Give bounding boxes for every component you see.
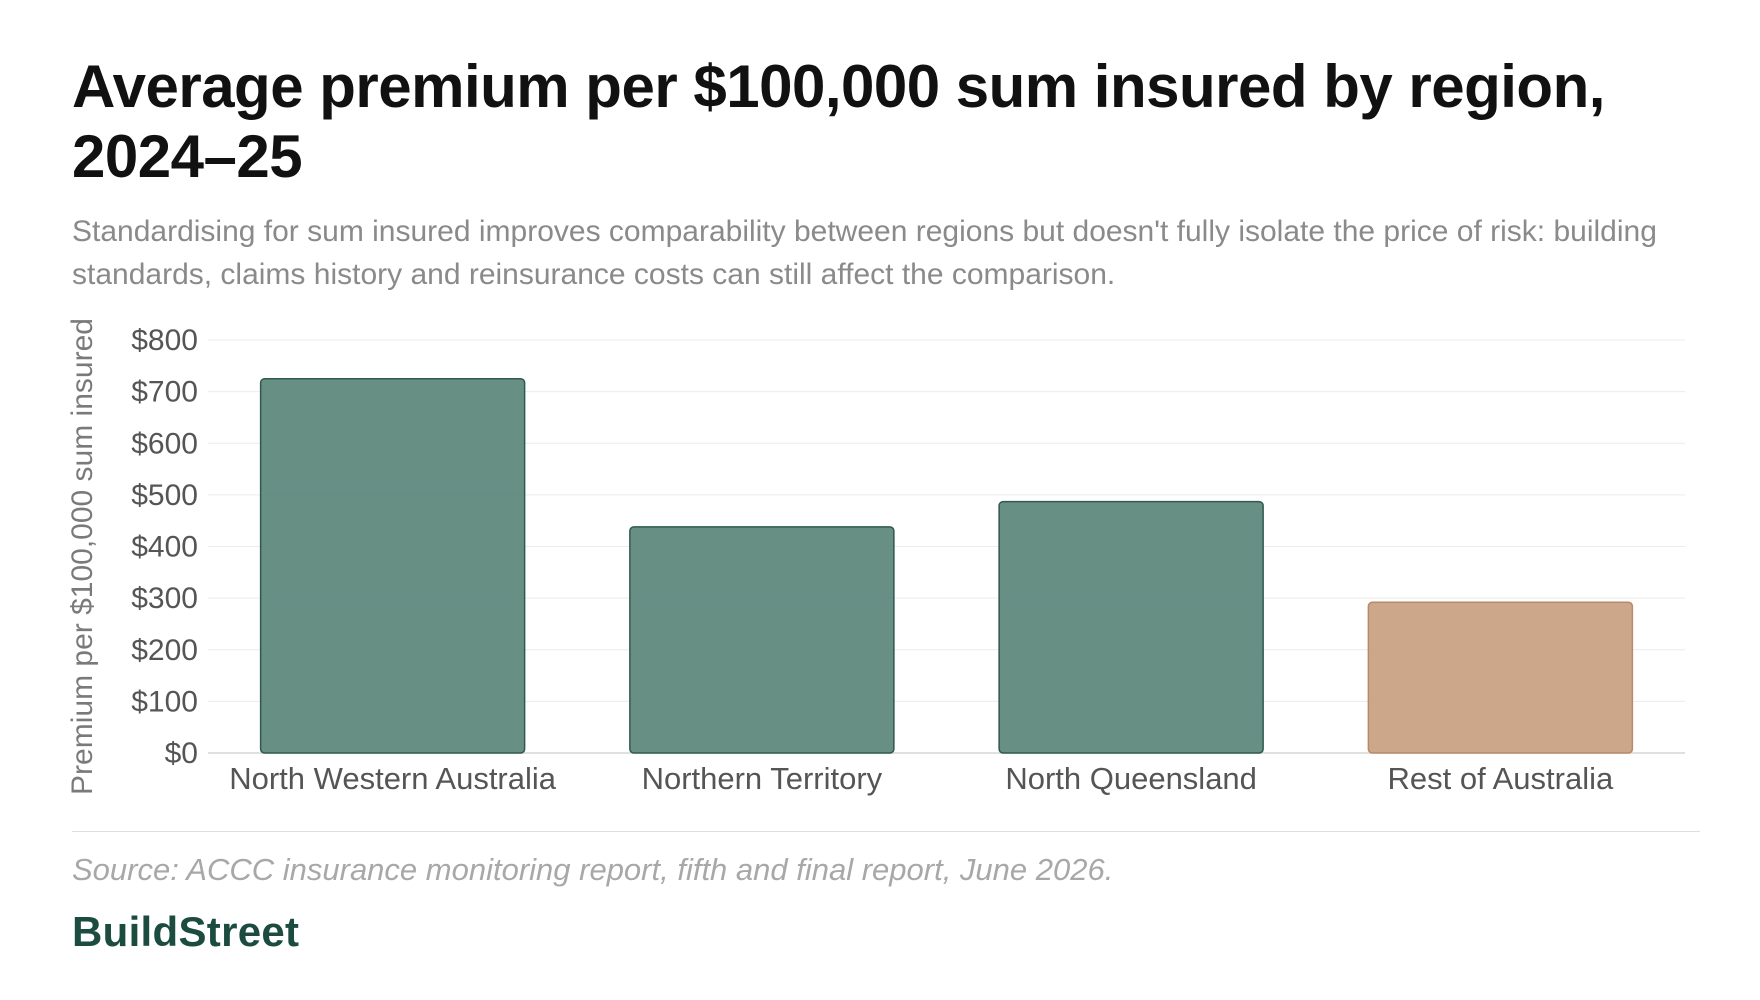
y-tick-label: $800	[131, 324, 198, 357]
bar-rest-of-australia	[1367, 601, 1634, 754]
chart-subtitle: Standardising for sum insured improves c…	[72, 215, 1657, 291]
footer-divider	[72, 831, 1700, 832]
bar-north-queensland	[998, 500, 1264, 754]
y-tick-label: $300	[131, 582, 198, 615]
y-axis-label: Premium per $100,000 sum insured	[66, 318, 99, 795]
bars	[259, 377, 1634, 754]
chart-title: Average premium per $100,000 sum insured…	[72, 53, 1605, 190]
x-tick-label: Northern Territory	[642, 761, 883, 796]
y-tick-label: $700	[131, 376, 198, 409]
x-axis-ticks: North Western Australia Northern Territor…	[229, 761, 1614, 796]
bar-northern-territory	[629, 526, 895, 754]
chart-header: Average premium per $100,000 sum insured…	[72, 52, 1700, 296]
y-axis-ticks: $0 $100 $200 $300 $400 $500 $600 $700 $800	[131, 324, 198, 770]
y-tick-label: $100	[131, 685, 198, 718]
x-tick-label: Rest of Australia	[1388, 761, 1614, 796]
brand-logo: BuildStreet	[72, 908, 300, 955]
source-note: Source: ACCC insurance monitoring report…	[72, 852, 1114, 887]
y-tick-label: $200	[131, 634, 198, 667]
y-tick-label: $0	[165, 737, 198, 770]
x-tick-label: North Western Australia	[229, 761, 557, 796]
y-tick-label: $500	[131, 479, 198, 512]
bar-north-western-australia	[259, 377, 526, 754]
y-tick-label: $400	[131, 531, 198, 564]
y-tick-label: $600	[131, 427, 198, 460]
bar-chart: $0 $100 $200 $300 $400 $500 $600 $700 $800 North…	[66, 318, 1685, 796]
x-tick-label: North Queensland	[1005, 761, 1257, 796]
